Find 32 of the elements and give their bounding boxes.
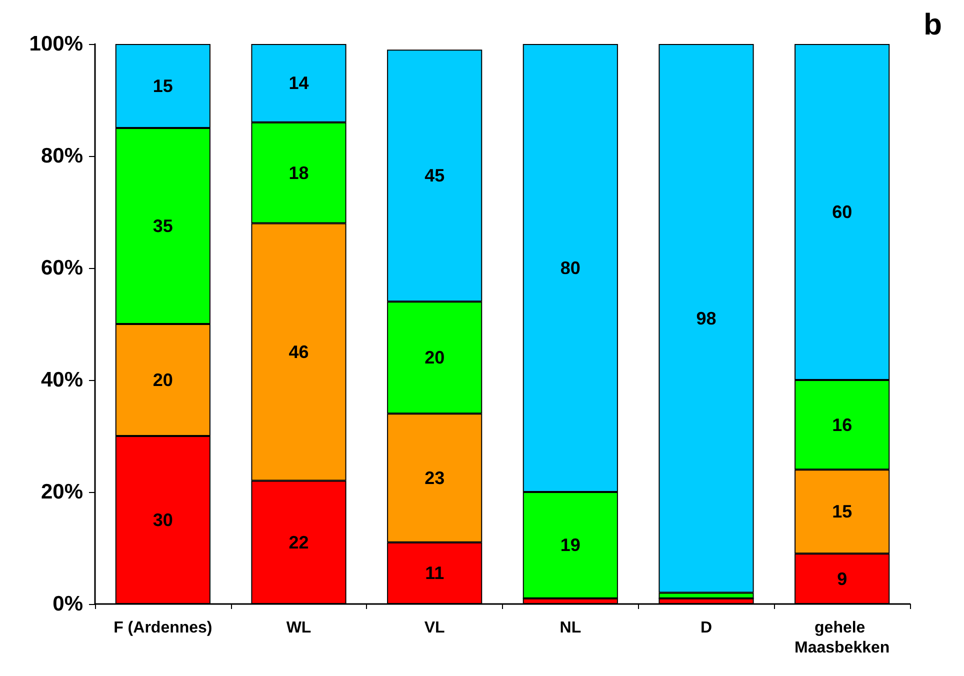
y-tick-label: 0% bbox=[52, 592, 84, 616]
data-label: 22 bbox=[288, 532, 309, 552]
data-label: 19 bbox=[560, 535, 580, 556]
data-label: 16 bbox=[832, 414, 852, 435]
data-label: 45 bbox=[424, 166, 445, 186]
x-tick-label: D bbox=[700, 620, 712, 636]
y-tick-label: 100% bbox=[29, 32, 84, 56]
data-label: 15 bbox=[832, 502, 852, 522]
data-label: 98 bbox=[696, 308, 716, 328]
data-label: 23 bbox=[424, 468, 445, 488]
y-tick-label: 20% bbox=[40, 480, 84, 504]
data-label: 20 bbox=[424, 348, 445, 368]
x-tick-label: F (Ardennes) bbox=[114, 620, 212, 636]
data-label: 18 bbox=[288, 162, 309, 183]
y-tick-label: 40% bbox=[40, 368, 84, 392]
data-label: 20 bbox=[152, 370, 173, 390]
y-tick-label: 80% bbox=[40, 144, 84, 168]
data-label: 46 bbox=[288, 342, 309, 362]
data-label: 14 bbox=[288, 73, 309, 94]
y-tick-label: 60% bbox=[40, 256, 84, 280]
data-label: 80 bbox=[560, 258, 580, 278]
x-tick-label: WL bbox=[286, 620, 312, 636]
text: b bbox=[924, 8, 942, 42]
data-label: 60 bbox=[832, 202, 852, 222]
data-label: 35 bbox=[152, 216, 173, 236]
x-tick-label: VL bbox=[424, 620, 446, 636]
x-tick-label: NL bbox=[560, 620, 582, 636]
data-label: 30 bbox=[152, 510, 173, 530]
data-label: 9 bbox=[837, 568, 848, 589]
data-label: 11 bbox=[425, 563, 444, 584]
x-tick-label: gehele Maasbekken bbox=[794, 620, 890, 656]
data-label: 15 bbox=[152, 76, 173, 96]
